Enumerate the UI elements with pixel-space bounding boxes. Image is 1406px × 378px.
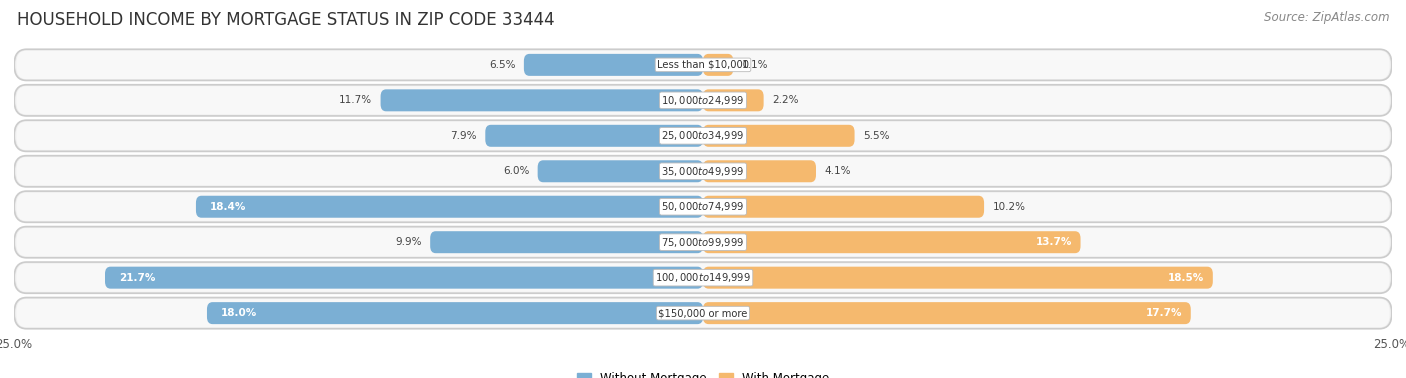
FancyBboxPatch shape bbox=[703, 302, 1191, 324]
Text: 6.0%: 6.0% bbox=[503, 166, 530, 176]
Text: 1.1%: 1.1% bbox=[741, 60, 768, 70]
Text: 2.2%: 2.2% bbox=[772, 95, 799, 105]
FancyBboxPatch shape bbox=[17, 157, 1389, 186]
FancyBboxPatch shape bbox=[703, 125, 855, 147]
Text: 11.7%: 11.7% bbox=[339, 95, 373, 105]
FancyBboxPatch shape bbox=[703, 160, 815, 182]
Text: $10,000 to $24,999: $10,000 to $24,999 bbox=[661, 94, 745, 107]
Text: $75,000 to $99,999: $75,000 to $99,999 bbox=[661, 236, 745, 249]
Text: 21.7%: 21.7% bbox=[118, 273, 155, 283]
Text: $25,000 to $34,999: $25,000 to $34,999 bbox=[661, 129, 745, 142]
Text: 10.2%: 10.2% bbox=[993, 202, 1025, 212]
Text: 13.7%: 13.7% bbox=[1036, 237, 1073, 247]
FancyBboxPatch shape bbox=[703, 196, 984, 218]
Text: 6.5%: 6.5% bbox=[489, 60, 516, 70]
FancyBboxPatch shape bbox=[14, 262, 1392, 293]
FancyBboxPatch shape bbox=[703, 231, 1081, 253]
FancyBboxPatch shape bbox=[105, 266, 703, 289]
Text: Source: ZipAtlas.com: Source: ZipAtlas.com bbox=[1264, 11, 1389, 24]
Text: 18.0%: 18.0% bbox=[221, 308, 257, 318]
Text: 17.7%: 17.7% bbox=[1146, 308, 1182, 318]
FancyBboxPatch shape bbox=[17, 228, 1389, 256]
FancyBboxPatch shape bbox=[430, 231, 703, 253]
Text: 18.4%: 18.4% bbox=[209, 202, 246, 212]
FancyBboxPatch shape bbox=[381, 89, 703, 112]
Legend: Without Mortgage, With Mortgage: Without Mortgage, With Mortgage bbox=[572, 367, 834, 378]
Text: HOUSEHOLD INCOME BY MORTGAGE STATUS IN ZIP CODE 33444: HOUSEHOLD INCOME BY MORTGAGE STATUS IN Z… bbox=[17, 11, 554, 29]
FancyBboxPatch shape bbox=[703, 266, 1213, 289]
Text: 5.5%: 5.5% bbox=[863, 131, 890, 141]
FancyBboxPatch shape bbox=[14, 156, 1392, 187]
Text: 9.9%: 9.9% bbox=[395, 237, 422, 247]
FancyBboxPatch shape bbox=[17, 122, 1389, 150]
FancyBboxPatch shape bbox=[14, 226, 1392, 258]
FancyBboxPatch shape bbox=[524, 54, 703, 76]
FancyBboxPatch shape bbox=[14, 297, 1392, 329]
FancyBboxPatch shape bbox=[703, 89, 763, 112]
Text: 4.1%: 4.1% bbox=[824, 166, 851, 176]
Text: $50,000 to $74,999: $50,000 to $74,999 bbox=[661, 200, 745, 213]
Text: 7.9%: 7.9% bbox=[450, 131, 477, 141]
FancyBboxPatch shape bbox=[17, 86, 1389, 115]
FancyBboxPatch shape bbox=[14, 191, 1392, 222]
FancyBboxPatch shape bbox=[14, 49, 1392, 81]
FancyBboxPatch shape bbox=[14, 120, 1392, 152]
FancyBboxPatch shape bbox=[17, 263, 1389, 292]
Text: $100,000 to $149,999: $100,000 to $149,999 bbox=[655, 271, 751, 284]
FancyBboxPatch shape bbox=[537, 160, 703, 182]
Text: 18.5%: 18.5% bbox=[1168, 273, 1205, 283]
FancyBboxPatch shape bbox=[17, 192, 1389, 221]
Text: Less than $10,000: Less than $10,000 bbox=[657, 60, 749, 70]
FancyBboxPatch shape bbox=[485, 125, 703, 147]
FancyBboxPatch shape bbox=[17, 51, 1389, 79]
Text: $150,000 or more: $150,000 or more bbox=[658, 308, 748, 318]
FancyBboxPatch shape bbox=[14, 85, 1392, 116]
FancyBboxPatch shape bbox=[195, 196, 703, 218]
Text: $35,000 to $49,999: $35,000 to $49,999 bbox=[661, 165, 745, 178]
FancyBboxPatch shape bbox=[703, 54, 734, 76]
FancyBboxPatch shape bbox=[207, 302, 703, 324]
FancyBboxPatch shape bbox=[17, 299, 1389, 327]
